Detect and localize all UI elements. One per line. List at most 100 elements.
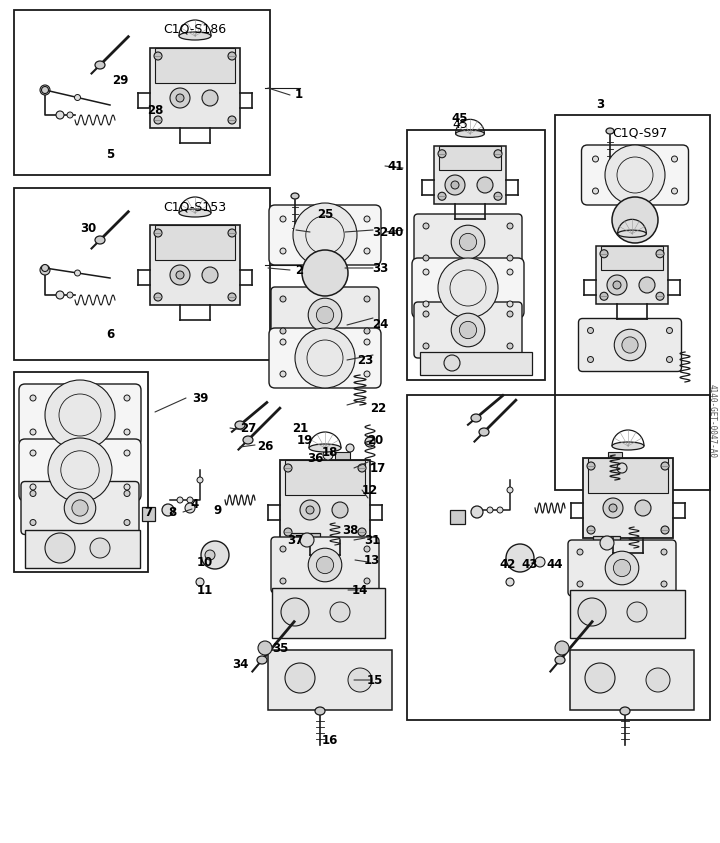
Circle shape	[358, 528, 366, 536]
Text: C1Q-S186: C1Q-S186	[163, 22, 227, 35]
Circle shape	[587, 526, 595, 534]
Bar	[14, 372, 148, 572]
Circle shape	[40, 85, 50, 95]
Text: 21: 21	[292, 422, 308, 434]
Circle shape	[228, 229, 236, 237]
Text: 34: 34	[232, 658, 248, 672]
Text: 39: 39	[192, 391, 208, 405]
Bar	[290, 533, 320, 548]
Bar	[434, 146, 506, 204]
Bar	[14, 10, 270, 175]
Circle shape	[521, 558, 531, 568]
Bar	[25, 530, 140, 568]
Circle shape	[306, 506, 314, 514]
Circle shape	[459, 321, 477, 339]
Text: 14: 14	[352, 583, 368, 597]
Bar	[596, 246, 668, 304]
Circle shape	[332, 502, 348, 518]
Ellipse shape	[95, 236, 105, 244]
Circle shape	[635, 500, 651, 516]
Ellipse shape	[620, 707, 630, 715]
Circle shape	[613, 560, 631, 577]
Text: 19: 19	[297, 433, 313, 447]
Circle shape	[627, 602, 647, 622]
Circle shape	[258, 641, 272, 655]
Circle shape	[285, 663, 315, 693]
Circle shape	[661, 462, 669, 470]
Circle shape	[600, 293, 608, 300]
FancyBboxPatch shape	[269, 205, 381, 265]
Circle shape	[42, 87, 48, 94]
Text: 30: 30	[80, 222, 96, 234]
Text: 4140-GET-0047-A0: 4140-GET-0047-A0	[708, 384, 716, 459]
Circle shape	[202, 267, 218, 283]
Text: 11: 11	[197, 583, 213, 597]
Circle shape	[170, 88, 190, 108]
Circle shape	[308, 298, 342, 332]
FancyBboxPatch shape	[271, 537, 379, 593]
Circle shape	[438, 258, 498, 318]
Circle shape	[585, 663, 615, 693]
Ellipse shape	[471, 414, 481, 422]
Bar	[155, 225, 235, 260]
Circle shape	[656, 293, 664, 300]
Bar	[583, 458, 673, 538]
Circle shape	[30, 395, 36, 401]
Circle shape	[30, 484, 36, 490]
Circle shape	[346, 444, 354, 452]
Circle shape	[154, 52, 162, 60]
Circle shape	[438, 150, 446, 158]
Circle shape	[593, 156, 598, 162]
Text: 16: 16	[322, 733, 338, 747]
FancyBboxPatch shape	[414, 214, 522, 270]
Circle shape	[605, 145, 665, 205]
FancyBboxPatch shape	[412, 258, 524, 318]
Bar	[14, 188, 270, 360]
Circle shape	[74, 270, 81, 276]
Circle shape	[507, 311, 513, 317]
Circle shape	[295, 328, 355, 388]
Circle shape	[124, 519, 130, 525]
Ellipse shape	[179, 32, 211, 40]
Circle shape	[444, 355, 460, 371]
Circle shape	[45, 380, 115, 450]
Ellipse shape	[235, 421, 245, 429]
Circle shape	[64, 492, 96, 524]
Circle shape	[535, 557, 545, 567]
Circle shape	[45, 533, 75, 563]
Text: 37: 37	[287, 534, 303, 546]
Text: 15: 15	[366, 674, 383, 686]
Bar	[420, 352, 532, 375]
Bar	[593, 536, 620, 551]
Bar	[268, 650, 392, 710]
Text: 1: 1	[295, 89, 303, 101]
Bar	[608, 452, 622, 463]
Circle shape	[302, 250, 348, 296]
Circle shape	[124, 429, 130, 435]
Text: 45: 45	[452, 118, 468, 131]
Circle shape	[614, 330, 646, 361]
Circle shape	[30, 429, 36, 435]
Text: 27: 27	[240, 422, 256, 434]
Text: 31: 31	[364, 534, 380, 546]
Circle shape	[507, 487, 513, 493]
Ellipse shape	[612, 442, 644, 450]
Ellipse shape	[291, 193, 299, 199]
FancyBboxPatch shape	[19, 439, 141, 501]
Ellipse shape	[309, 444, 341, 452]
Circle shape	[494, 192, 502, 201]
Circle shape	[507, 301, 513, 307]
Circle shape	[471, 506, 483, 518]
Bar	[570, 650, 694, 710]
Circle shape	[284, 528, 292, 536]
Circle shape	[202, 90, 218, 106]
Circle shape	[600, 250, 608, 258]
Text: 26: 26	[257, 441, 273, 454]
Text: 10: 10	[197, 556, 213, 568]
Circle shape	[607, 275, 627, 295]
Circle shape	[205, 550, 215, 560]
Circle shape	[30, 519, 36, 525]
Circle shape	[154, 293, 162, 301]
FancyBboxPatch shape	[271, 287, 379, 343]
Circle shape	[176, 271, 184, 279]
